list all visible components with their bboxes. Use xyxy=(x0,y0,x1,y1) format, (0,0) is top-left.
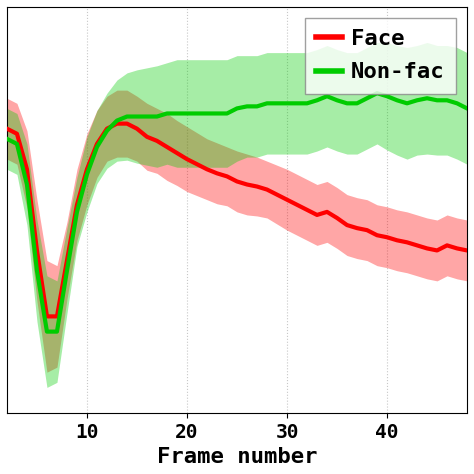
Legend: Face, Non-fac: Face, Non-fac xyxy=(304,18,456,93)
X-axis label: Frame number: Frame number xyxy=(157,447,317,467)
